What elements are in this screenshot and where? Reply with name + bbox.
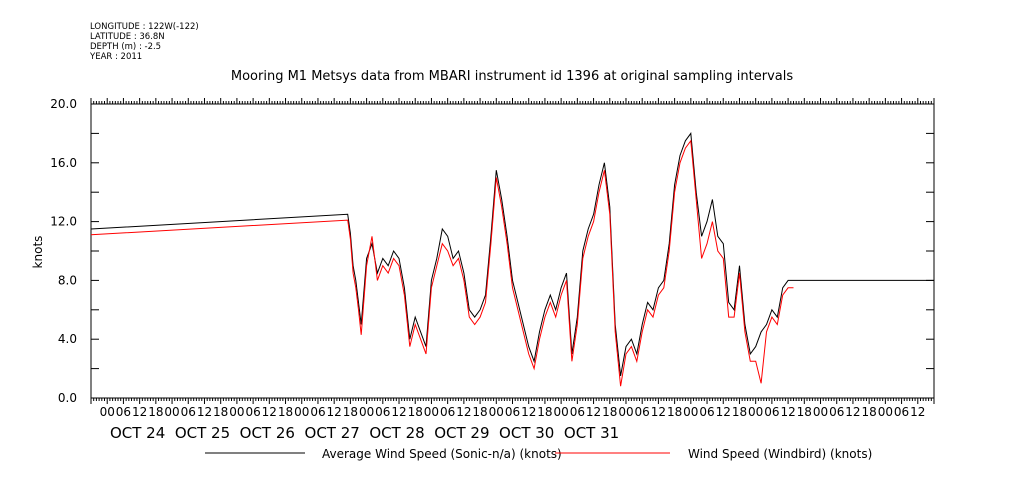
legend-label-black: Average Wind Speed (Sonic-n/a) (knots): [322, 447, 562, 461]
y-axis-label: knots: [31, 236, 45, 269]
x-hour-label: 12: [521, 405, 536, 419]
legend: Average Wind Speed (Sonic-n/a) (knots) W…: [205, 447, 872, 461]
x-hour-label: 06: [764, 405, 779, 419]
y-tick-label: 4.0: [58, 332, 77, 346]
x-hour-label: 18: [797, 405, 812, 419]
x-hour-label: 06: [570, 405, 585, 419]
x-hour-label: 00: [489, 405, 504, 419]
x-hour-label: 06: [894, 405, 909, 419]
x-hour-label: 06: [181, 405, 196, 419]
x-hour-label: 00: [878, 405, 893, 419]
series-line-average-wind-speed: [90, 132, 934, 376]
x-hour-label: 00: [359, 405, 374, 419]
metadata-block: LONGITUDE : 122W(-122) LATITUDE : 36.8N …: [90, 22, 199, 62]
x-day-label: OCT 26: [240, 424, 295, 442]
x-hour-label: 12: [910, 405, 925, 419]
x-hour-label: 00: [100, 405, 115, 419]
y-tick-label: 16.0: [50, 156, 77, 170]
series-line-windbird-wind-speed: [90, 139, 794, 387]
plot-axes: 0.04.08.012.016.020.000 06 12 18 00 06 12 18 00 0…: [50, 97, 935, 442]
x-day-label: OCT 28: [369, 424, 424, 442]
x-hour-label: 00: [683, 405, 698, 419]
depth-label: DEPTH (m) : -2.5: [90, 42, 162, 52]
x-hour-label: 18: [537, 405, 552, 419]
x-hour-label: 12: [456, 405, 471, 419]
latitude-label: LATITUDE : 36.8N: [90, 32, 165, 42]
x-day-label: OCT 24: [110, 424, 165, 442]
x-hour-label: 00: [229, 405, 244, 419]
chart-title: Mooring M1 Metsys data from MBARI instru…: [231, 69, 793, 84]
x-hour-label: 12: [262, 405, 277, 419]
y-tick-label: 20.0: [50, 97, 77, 111]
x-hour-label: 18: [667, 405, 682, 419]
x-hour-label: 12: [327, 405, 342, 419]
x-hour-label: 18: [278, 405, 293, 419]
x-hour-label: 18: [862, 405, 877, 419]
x-hour-label: 06: [635, 405, 650, 419]
x-hour-label: 00: [553, 405, 568, 419]
x-day-label: OCT 27: [305, 424, 360, 442]
x-hour-label: 12: [197, 405, 212, 419]
x-day-label: OCT 30: [499, 424, 554, 442]
legend-label-red: Wind Speed (Windbird) (knots): [688, 447, 872, 461]
x-hour-label: 12: [716, 405, 731, 419]
x-hour-label: 00: [164, 405, 179, 419]
x-hour-label: 18: [213, 405, 228, 419]
x-hour-label: 06: [245, 405, 260, 419]
x-hour-label: 06: [375, 405, 390, 419]
x-hour-label: 12: [845, 405, 860, 419]
x-hour-label: 00: [813, 405, 828, 419]
longitude-label: LONGITUDE : 122W(-122): [90, 22, 199, 32]
y-tick-label: 8.0: [58, 273, 77, 287]
x-day-label: OCT 31: [564, 424, 619, 442]
x-hour-label: 00: [424, 405, 439, 419]
x-day-label: OCT 29: [434, 424, 489, 442]
x-day-label: OCT 25: [175, 424, 230, 442]
plot-frame: [90, 103, 935, 399]
x-hour-label: 18: [343, 405, 358, 419]
x-hour-label: 06: [440, 405, 455, 419]
x-hour-label: 06: [310, 405, 325, 419]
x-hour-label: 18: [472, 405, 487, 419]
x-hour-label: 18: [602, 405, 617, 419]
plot-series: [90, 132, 934, 387]
x-hour-label: 00: [618, 405, 633, 419]
x-hour-label: 18: [732, 405, 747, 419]
x-hour-label: 18: [148, 405, 163, 419]
x-hour-label: 12: [780, 405, 795, 419]
x-hour-label: 12: [651, 405, 666, 419]
x-hour-label: 00: [748, 405, 763, 419]
x-hour-label: 06: [505, 405, 520, 419]
x-hour-label: 12: [132, 405, 147, 419]
x-hour-label: 06: [699, 405, 714, 419]
x-hour-label: 06: [116, 405, 131, 419]
x-hour-label: 18: [408, 405, 423, 419]
y-tick-label: 0.0: [58, 391, 77, 405]
year-label: YEAR : 2011: [90, 52, 143, 62]
x-hour-label: 12: [391, 405, 406, 419]
x-hour-label: 12: [586, 405, 601, 419]
y-tick-label: 12.0: [50, 215, 77, 229]
x-hour-label: 06: [829, 405, 844, 419]
x-hour-label: 00: [294, 405, 309, 419]
